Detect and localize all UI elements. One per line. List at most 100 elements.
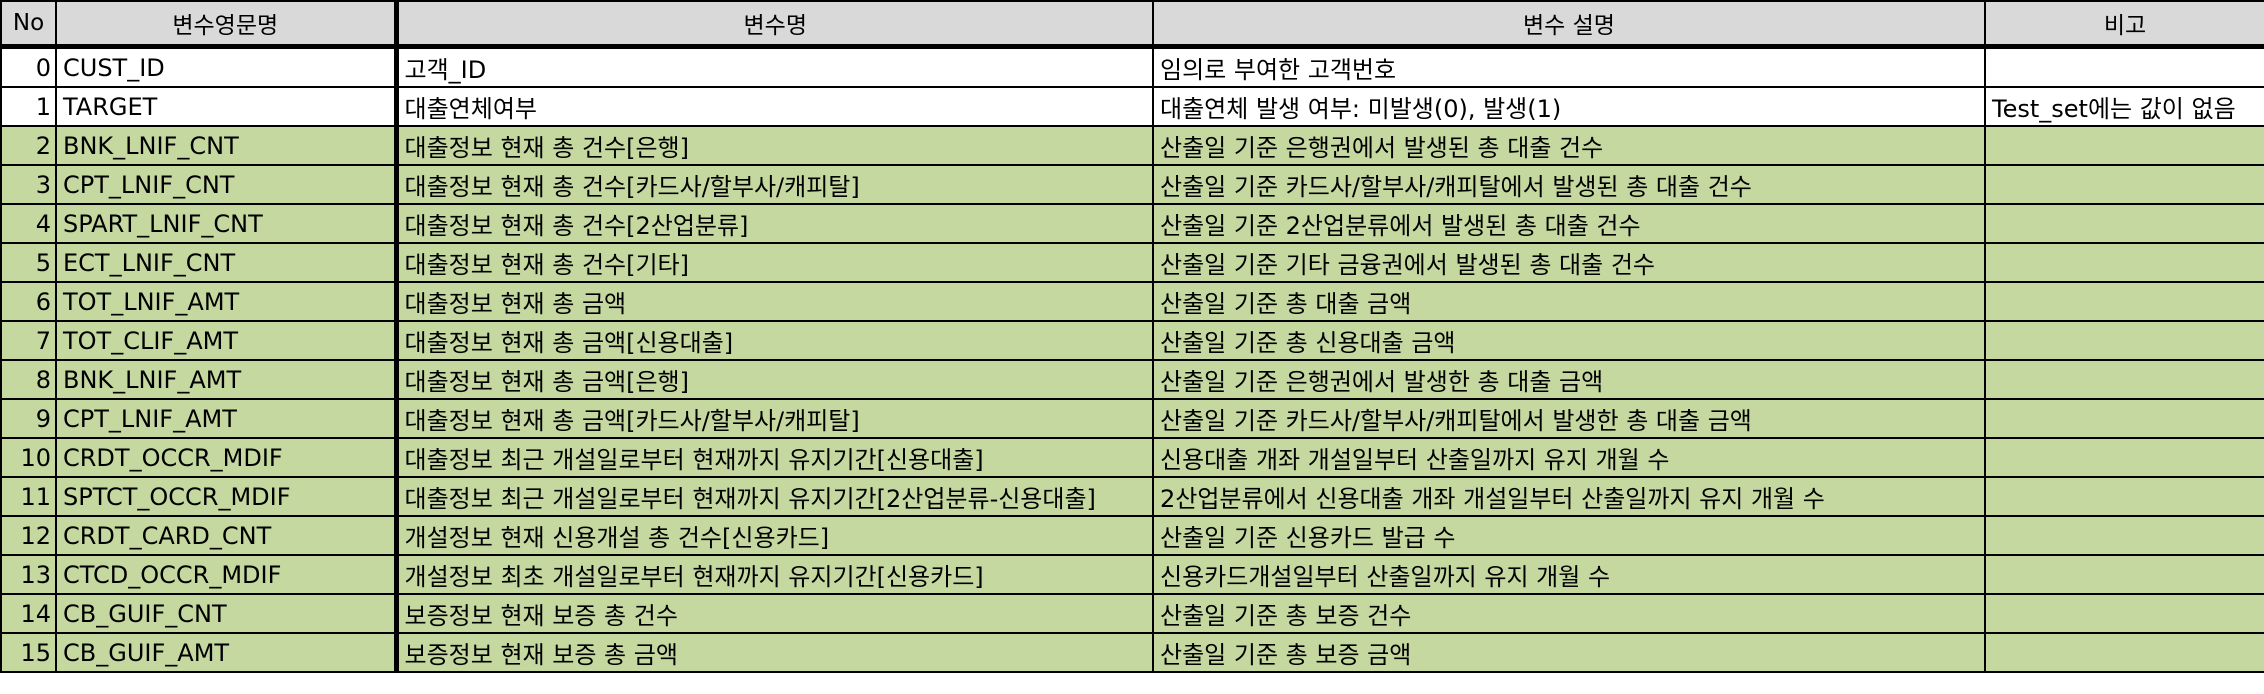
var-description: 신용카드개설일부터 산출일까지 유지 개월 수 (1152, 554, 1986, 595)
var-eng-name: CB_GUIF_AMT (55, 632, 397, 673)
row-number: 10 (0, 437, 57, 478)
var-name: 대출연체여부 (393, 86, 1154, 127)
var-description: 산출일 기준 은행권에서 발생된 총 대출 건수 (1152, 125, 1986, 166)
table-row: 2 BNK_LNIF_CNT 대출정보 현재 총 건수[은행] 산출일 기준 은행권에… (0, 125, 2264, 166)
row-number: 2 (0, 125, 57, 166)
var-note (1984, 242, 2264, 283)
var-name: 대출정보 현재 총 금액[은행] (393, 359, 1154, 400)
var-note (1984, 437, 2264, 478)
var-description: 산출일 기준 카드사/할부사/캐피탈에서 발생된 총 대출 건수 (1152, 164, 1986, 205)
var-note (1984, 515, 2264, 556)
var-note (1984, 320, 2264, 361)
var-note: Test_set에는 값이 없음 (1984, 86, 2264, 127)
var-note (1984, 398, 2264, 439)
var-eng-name: SPART_LNIF_CNT (55, 203, 397, 244)
var-description: 산출일 기준 2산업분류에서 발생된 총 대출 건수 (1152, 203, 1986, 244)
var-description: 산출일 기준 기타 금융권에서 발생된 총 대출 건수 (1152, 242, 1986, 283)
var-name: 대출정보 현재 총 건수[카드사/할부사/캐피탈] (393, 164, 1154, 205)
table-row: 15 CB_GUIF_AMT 보증정보 현재 보증 총 금액 산출일 기준 총 보증 … (0, 632, 2264, 673)
row-number: 15 (0, 632, 57, 673)
header-no: No (0, 0, 57, 48)
var-name: 대출정보 현재 총 건수[은행] (393, 125, 1154, 166)
table-row: 5 ECT_LNIF_CNT 대출정보 현재 총 건수[기타] 산출일 기준 기타 금… (0, 242, 2264, 283)
table-row: 9 CPT_LNIF_AMT 대출정보 현재 총 금액[카드사/할부사/캐피탈] 산출… (0, 398, 2264, 439)
table-row: 3 CPT_LNIF_CNT 대출정보 현재 총 건수[카드사/할부사/캐피탈] 산출… (0, 164, 2264, 205)
var-eng-name: CRDT_OCCR_MDIF (55, 437, 397, 478)
var-description: 2산업분류에서 신용대출 개좌 개설일부터 산출일까지 유지 개월 수 (1152, 476, 1986, 517)
header-row: No 변수영문명 변수명 변수 설명 비고 (0, 0, 2264, 48)
var-name: 대출정보 현재 총 건수[2산업분류] (393, 203, 1154, 244)
var-description: 산출일 기준 신용카드 발급 수 (1152, 515, 1986, 556)
var-note (1984, 125, 2264, 166)
table-row: 13 CTCD_OCCR_MDIF 개설정보 최초 개설일로부터 현재까지 유지기간… (0, 554, 2264, 595)
var-eng-name: CPT_LNIF_AMT (55, 398, 397, 439)
table-row: 7 TOT_CLIF_AMT 대출정보 현재 총 금액[신용대출] 산출일 기준 총 … (0, 320, 2264, 361)
var-note (1984, 554, 2264, 595)
var-name: 고객_ID (393, 44, 1154, 88)
var-eng-name: BNK_LNIF_CNT (55, 125, 397, 166)
var-note (1984, 359, 2264, 400)
table-row: 4 SPART_LNIF_CNT 대출정보 현재 총 건수[2산업분류] 산출일 기준… (0, 203, 2264, 244)
var-name: 대출정보 최근 개설일로부터 현재까지 유지기간[신용대출] (393, 437, 1154, 478)
var-name: 대출정보 현재 총 금액[신용대출] (393, 320, 1154, 361)
var-eng-name: TARGET (55, 86, 397, 127)
var-name: 대출정보 현재 총 금액[카드사/할부사/캐피탈] (393, 398, 1154, 439)
var-eng-name: BNK_LNIF_AMT (55, 359, 397, 400)
var-eng-name: SPTCT_OCCR_MDIF (55, 476, 397, 517)
var-description: 대출연체 발생 여부: 미발생(0), 발생(1) (1152, 86, 1986, 127)
header-eng-name: 변수영문명 (55, 0, 397, 48)
var-description: 임의로 부여한 고객번호 (1152, 44, 1986, 88)
var-eng-name: TOT_LNIF_AMT (55, 281, 397, 322)
var-description: 산출일 기준 은행권에서 발생한 총 대출 금액 (1152, 359, 1986, 400)
var-description: 산출일 기준 총 신용대출 금액 (1152, 320, 1986, 361)
var-note (1984, 44, 2264, 88)
var-eng-name: CRDT_CARD_CNT (55, 515, 397, 556)
variable-table: No 변수영문명 변수명 변수 설명 비고 0 CUST_ID 고객_ID 임의로 부… (0, 0, 2264, 673)
row-number: 1 (0, 86, 57, 127)
var-name: 보증정보 현재 보증 총 건수 (393, 593, 1154, 634)
var-name: 개설정보 최초 개설일로부터 현재까지 유지기간[신용카드] (393, 554, 1154, 595)
table-row: 8 BNK_LNIF_AMT 대출정보 현재 총 금액[은행] 산출일 기준 은행권에… (0, 359, 2264, 400)
var-note (1984, 476, 2264, 517)
row-number: 6 (0, 281, 57, 322)
var-name: 개설정보 현재 신용개설 총 건수[신용카드] (393, 515, 1154, 556)
var-eng-name: CPT_LNIF_CNT (55, 164, 397, 205)
var-note (1984, 203, 2264, 244)
var-description: 산출일 기준 카드사/할부사/캐피탈에서 발생한 총 대출 금액 (1152, 398, 1986, 439)
var-name: 대출정보 최근 개설일로부터 현재까지 유지기간[2산업분류-신용대출] (393, 476, 1154, 517)
row-number: 5 (0, 242, 57, 283)
var-note (1984, 281, 2264, 322)
var-description: 신용대출 개좌 개설일부터 산출일까지 유지 개월 수 (1152, 437, 1986, 478)
var-description: 산출일 기준 총 보증 건수 (1152, 593, 1986, 634)
table-row: 14 CB_GUIF_CNT 보증정보 현재 보증 총 건수 산출일 기준 총 보증 … (0, 593, 2264, 634)
row-number: 9 (0, 398, 57, 439)
row-number: 3 (0, 164, 57, 205)
var-name: 대출정보 현재 총 건수[기타] (393, 242, 1154, 283)
var-note (1984, 632, 2264, 673)
var-eng-name: CB_GUIF_CNT (55, 593, 397, 634)
table-row: 11 SPTCT_OCCR_MDIF 대출정보 최근 개설일로부터 현재까지 유지기… (0, 476, 2264, 517)
var-note (1984, 164, 2264, 205)
row-number: 8 (0, 359, 57, 400)
row-number: 11 (0, 476, 57, 517)
header-var-name: 변수명 (393, 0, 1154, 48)
var-eng-name: ECT_LNIF_CNT (55, 242, 397, 283)
row-number: 0 (0, 44, 57, 88)
header-description: 변수 설명 (1152, 0, 1986, 48)
var-name: 보증정보 현재 보증 총 금액 (393, 632, 1154, 673)
header-note: 비고 (1984, 0, 2264, 48)
row-number: 7 (0, 320, 57, 361)
table-row: 0 CUST_ID 고객_ID 임의로 부여한 고객번호 (0, 44, 2264, 88)
var-name: 대출정보 현재 총 금액 (393, 281, 1154, 322)
table-row: 1 TARGET 대출연체여부 대출연체 발생 여부: 미발생(0), 발생(1) Te… (0, 86, 2264, 127)
var-eng-name: TOT_CLIF_AMT (55, 320, 397, 361)
table-row: 10 CRDT_OCCR_MDIF 대출정보 최근 개설일로부터 현재까지 유지기간… (0, 437, 2264, 478)
row-number: 14 (0, 593, 57, 634)
row-number: 13 (0, 554, 57, 595)
var-description: 산출일 기준 총 대출 금액 (1152, 281, 1986, 322)
var-description: 산출일 기준 총 보증 금액 (1152, 632, 1986, 673)
row-number: 4 (0, 203, 57, 244)
var-eng-name: CTCD_OCCR_MDIF (55, 554, 397, 595)
row-number: 12 (0, 515, 57, 556)
table-row: 6 TOT_LNIF_AMT 대출정보 현재 총 금액 산출일 기준 총 대출 금액 (0, 281, 2264, 322)
